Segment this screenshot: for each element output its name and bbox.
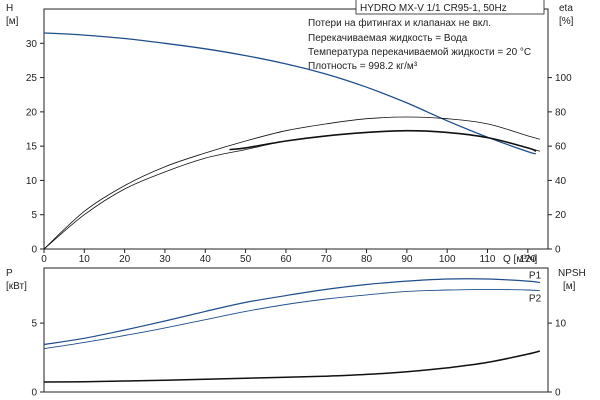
q-tick-label: 80	[361, 254, 373, 265]
q-tick-label: 60	[280, 254, 292, 265]
q-tick-label: 10	[79, 254, 91, 265]
npsh-tick-label: 10	[555, 319, 567, 330]
h-tick-label: 0	[31, 245, 37, 256]
q-tick-label: 50	[240, 254, 252, 265]
series-label-p2: P2	[529, 294, 542, 305]
eta-tick-label: 0	[555, 245, 561, 256]
q-tick-label: 90	[401, 254, 413, 265]
eta-tick-label: 80	[555, 107, 567, 118]
note-line-2: Перекачиваемая жидкость = Вода	[308, 33, 468, 44]
h-tick-label: 30	[26, 39, 38, 50]
h-tick-label: 5	[31, 210, 37, 221]
q-tick-label: 0	[41, 254, 47, 265]
p-axis-label: P	[6, 268, 13, 279]
eta-tick-label: 100	[555, 73, 572, 84]
q-tick-label: 100	[439, 254, 456, 265]
npsh-axis-label: NPSH	[558, 268, 586, 279]
npsh-axis-unit: [м]	[563, 281, 576, 292]
h-tick-label: 25	[26, 73, 38, 84]
q-tick-label: 120	[519, 254, 536, 265]
title-box	[355, 0, 545, 15]
efficiency-curve-2	[43, 130, 541, 250]
efficiency-curve-3	[229, 129, 537, 153]
power-curve-p2	[43, 288, 540, 350]
note-line-1: Потери на фитингах и клапанах не вкл.	[308, 17, 491, 29]
note-line-3: Температура перекачиваемой жидкости = 20…	[308, 47, 531, 58]
efficiency-curve-1	[43, 116, 541, 250]
head-curve	[43, 32, 537, 155]
eta-axis-label: eta	[559, 3, 573, 14]
h-axis-unit: [м]	[6, 16, 19, 27]
x-axis-label: Q [м³/ч]	[503, 254, 538, 265]
eta-tick-label: 60	[555, 142, 567, 153]
q-tick-label: 20	[119, 254, 131, 265]
h-tick-label: 15	[26, 142, 38, 153]
power-npsh-panel: P [кВт] NPSH [м] 0 5 0 10 P1 P2	[6, 267, 586, 399]
npsh-tick-label: 0	[555, 388, 561, 399]
bottom-panel-frame	[43, 267, 549, 393]
eta-tick-label: 20	[555, 210, 567, 221]
q-tick-label: 40	[200, 254, 212, 265]
note-line-4: Плотность = 998.2 кг/м³	[308, 61, 418, 72]
h-tick-label: 10	[26, 176, 38, 187]
npsh-curve	[43, 350, 541, 383]
series-label-p1: P1	[529, 270, 542, 281]
head-efficiency-panel: HYDRO MX-V 1/1 CR95-1, 50Hz Потери на фи…	[6, 0, 574, 265]
h-tick-label: 20	[26, 107, 38, 118]
chart-title: HYDRO MX-V 1/1 CR95-1, 50Hz	[360, 3, 507, 14]
p-tick-label: 0	[31, 388, 37, 399]
eta-axis-unit: [%]	[559, 16, 574, 27]
q-tick-label: 30	[159, 254, 171, 265]
q-tick-label: 110	[480, 254, 496, 265]
eta-tick-label: 40	[555, 176, 567, 187]
h-axis-label: H	[6, 3, 13, 14]
p-tick-label: 5	[31, 319, 37, 330]
power-curve-p1	[43, 278, 540, 346]
top-panel-frame	[43, 8, 549, 250]
q-tick-label: 70	[321, 254, 333, 265]
p-axis-unit: [кВт]	[6, 281, 27, 292]
